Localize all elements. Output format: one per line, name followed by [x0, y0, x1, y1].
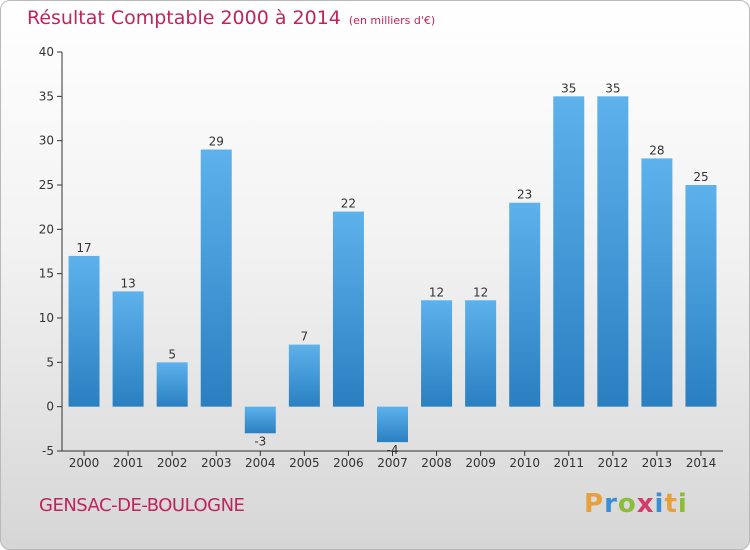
commune-name: GENSAC-DE-BOULOGNE	[39, 495, 245, 516]
bar-value-label: 12	[429, 285, 444, 299]
x-tick-label: 2001	[113, 456, 144, 470]
x-tick-label: 2012	[598, 456, 629, 470]
bars: 17 13 5 29 -3 7 22 -4 12 12 23 35 35 28 25	[68, 81, 717, 457]
x-tick-label: 2005	[289, 456, 320, 470]
x-tick-label: 2000	[69, 456, 100, 470]
chart-title: Résultat Comptable 2000 à 2014 (en millie…	[27, 7, 435, 29]
bar-value-label: 22	[341, 197, 356, 211]
logo-letter: P	[584, 489, 605, 519]
x-tick-label: 2009	[465, 456, 496, 470]
bar-value-label: 12	[473, 285, 488, 299]
x-tick-label: 2008	[421, 456, 452, 470]
bar-value-label: -3	[254, 434, 266, 448]
bar-2000	[68, 255, 100, 407]
bar-2008	[421, 300, 453, 407]
bar-value-label: 5	[168, 347, 176, 361]
unit-label: (en milliers d'€)	[348, 14, 436, 27]
title-text: Résultat Comptable 2000 à 2014	[27, 7, 341, 29]
bar-2011	[553, 96, 585, 407]
y-tick-label: 0	[46, 400, 54, 414]
x-tick-label: 2006	[333, 456, 364, 470]
bar-value-label: -4	[387, 443, 399, 457]
logo-letter: o	[617, 489, 637, 519]
x-tick-label: 2011	[553, 456, 584, 470]
y-ticks: -5 0 5 10 15 20 25 30 35 40	[39, 45, 62, 458]
bar-2007	[377, 406, 408, 443]
x-tick-label: 2003	[201, 456, 232, 470]
logo-letter: x	[636, 489, 655, 519]
bar-value-label: 7	[301, 330, 309, 344]
bar-value-label: 25	[693, 170, 708, 184]
logo-letter: t	[664, 489, 678, 519]
y-tick-label: 10	[39, 311, 54, 325]
logo-letter: i	[677, 489, 688, 519]
bar-2009	[465, 300, 497, 407]
bar-value-label: 28	[649, 143, 664, 157]
bar-2013	[641, 158, 673, 407]
bar-2005	[288, 344, 320, 407]
y-tick-label: 5	[46, 355, 54, 369]
bar-2001	[112, 291, 144, 407]
x-tick-label: 2002	[157, 456, 188, 470]
x-tick-label: 2013	[642, 456, 673, 470]
x-tick-label: 2010	[509, 456, 540, 470]
bar-2006	[332, 211, 364, 407]
y-tick-label: 15	[39, 267, 54, 281]
bar-2010	[509, 202, 541, 407]
logo-letter: r	[604, 489, 618, 519]
bar-value-label: 35	[561, 81, 576, 95]
bar-2003	[200, 149, 232, 407]
bar-value-label: 35	[605, 81, 620, 95]
bar-2014	[685, 185, 717, 407]
y-tick-label: 30	[39, 134, 54, 148]
logo-letter: i	[654, 489, 665, 519]
bar-value-label: 29	[209, 135, 224, 149]
y-tick-label: 40	[39, 45, 54, 59]
y-tick-label: -5	[42, 444, 54, 458]
bar-value-label: 13	[120, 276, 135, 290]
bar-2002	[156, 362, 188, 407]
bar-value-label: 23	[517, 188, 532, 202]
bar-2004	[244, 406, 276, 434]
proxiti-logo: Proxiti	[584, 489, 688, 519]
x-tick-label: 2007	[377, 456, 408, 470]
bar-2012	[597, 96, 629, 407]
x-tick-label: 2014	[686, 456, 717, 470]
y-tick-label: 35	[39, 89, 54, 103]
y-tick-label: 25	[39, 178, 54, 192]
bar-value-label: 17	[76, 241, 91, 255]
y-tick-label: 20	[39, 222, 54, 236]
x-tick-label: 2004	[245, 456, 276, 470]
x-ticks: 2000 2001 2002 2003 2004 2005 2006 2007 2008 2009…	[69, 451, 716, 470]
